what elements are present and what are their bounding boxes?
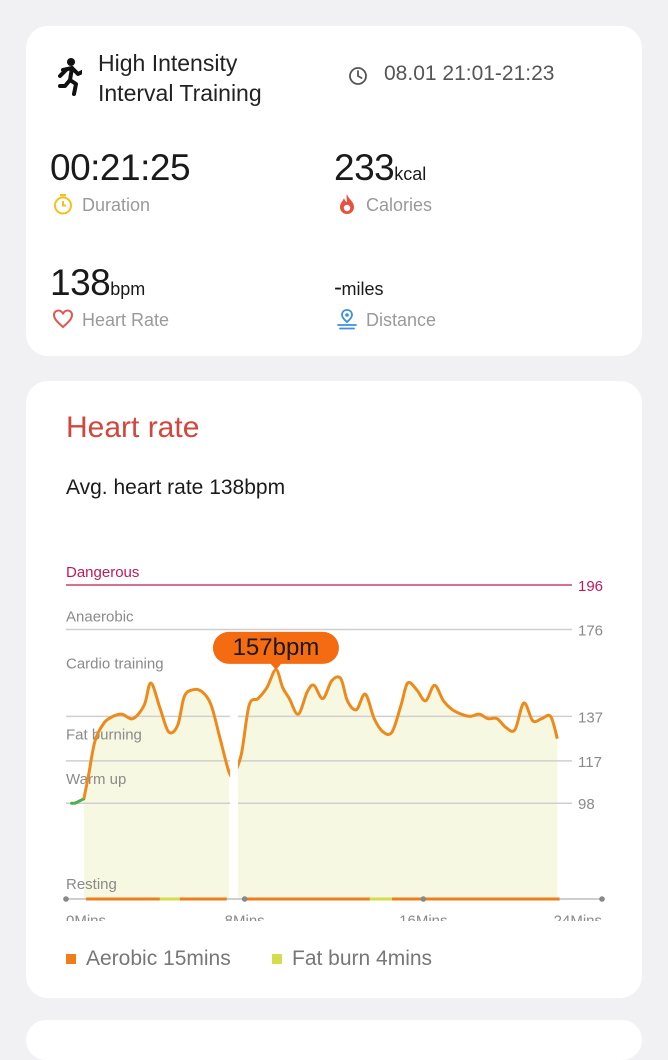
heart-rate-card: Heart rate Avg. heart rate 138bpm 196 176… xyxy=(26,381,642,998)
legend-fat-burn: Fat burn 4mins xyxy=(272,947,432,971)
x-tick-label-2: 16Mins xyxy=(399,912,447,921)
aerobic-swatch xyxy=(66,954,76,964)
zone-label-anaerobic: Anaerobic xyxy=(66,609,134,626)
warmup-line xyxy=(70,797,86,805)
heart-rate-label: Heart Rate xyxy=(82,310,170,330)
x-tick-dot-0 xyxy=(63,896,69,902)
heart-rate-value: 138bpm xyxy=(50,262,146,303)
heart-rate-chart[interactable]: 196 176 137 117 98 Dangerous Anaerobic Cardio t… xyxy=(26,541,642,921)
zone-value-117: 117 xyxy=(578,754,602,771)
legend-fat-burn-label: Fat burn 4mins xyxy=(292,947,433,970)
heart-rate-area-1 xyxy=(83,682,230,899)
x-tick-dot-1 xyxy=(241,896,248,902)
x-tick-label-0: 0Mins xyxy=(66,912,106,921)
calories-label: Calories xyxy=(366,195,433,215)
x-tick-label-1: 8Mins xyxy=(225,912,265,921)
workout-summary-card: High Intensity Interval Training 08.01 2… xyxy=(26,26,642,356)
duration-value: 00:21:25 xyxy=(50,147,191,188)
distance-value: -miles xyxy=(334,274,384,301)
legend-aerobic: Aerobic 15mins xyxy=(66,947,231,971)
activity-title: High Intensity Interval Training xyxy=(98,50,262,106)
activity-time-range: 08.01 21:01-21:23 xyxy=(384,62,555,85)
average-heart-rate: Avg. heart rate 138bpm xyxy=(66,476,286,499)
duration-label: Duration xyxy=(82,195,151,215)
zone-label-fat-burning: Fat burning xyxy=(66,726,142,743)
distance-label: Distance xyxy=(366,310,437,330)
heart-rate-line xyxy=(82,668,559,800)
x-tick-label-3: 24Mins xyxy=(554,912,602,921)
heart-rate-title: Heart rate xyxy=(66,411,200,444)
pause-gap xyxy=(230,665,238,899)
zone-value-196: 196 xyxy=(578,578,603,595)
peak-tooltip-bg xyxy=(212,631,339,664)
zone-label-warm-up: Warm up xyxy=(66,771,126,788)
stopwatch-icon xyxy=(54,194,72,215)
peak-tooltip-arrow xyxy=(269,662,282,670)
heart-icon xyxy=(52,309,74,329)
heart-rate-area-2 xyxy=(233,669,558,899)
x-tick-dot-3 xyxy=(599,896,605,902)
clock-icon xyxy=(349,67,367,85)
zone-value-176: 176 xyxy=(578,623,603,640)
zone-label-dangerous: Dangerous xyxy=(66,564,139,581)
peak-tooltip-label: 157bpm xyxy=(233,634,320,661)
location-pin-icon xyxy=(337,309,357,330)
zone-label-resting: Resting xyxy=(66,876,117,893)
zone-label-cardio-training: Cardio training xyxy=(66,656,164,673)
legend-aerobic-label: Aerobic 15mins xyxy=(86,947,231,970)
fat-burn-swatch xyxy=(272,954,282,964)
x-tick-dot-2 xyxy=(420,896,427,902)
zone-value-137: 137 xyxy=(578,709,603,726)
calories-value: 233kcal xyxy=(334,147,427,188)
flame-icon xyxy=(340,194,354,214)
running-person-icon xyxy=(58,58,82,96)
zone-value-98: 98 xyxy=(578,796,595,813)
next-card xyxy=(26,1020,642,1060)
